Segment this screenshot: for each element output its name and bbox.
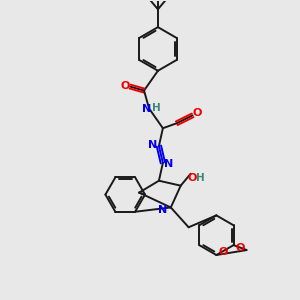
Text: O: O xyxy=(193,108,202,118)
Text: N: N xyxy=(158,206,167,215)
Text: N: N xyxy=(148,140,158,150)
Text: O: O xyxy=(121,81,130,91)
Text: N: N xyxy=(164,159,173,169)
Text: O: O xyxy=(219,247,228,257)
Text: H: H xyxy=(196,173,205,183)
Text: N: N xyxy=(142,104,152,114)
Text: O: O xyxy=(236,243,245,253)
Text: H: H xyxy=(152,103,160,113)
Text: O: O xyxy=(188,173,197,183)
